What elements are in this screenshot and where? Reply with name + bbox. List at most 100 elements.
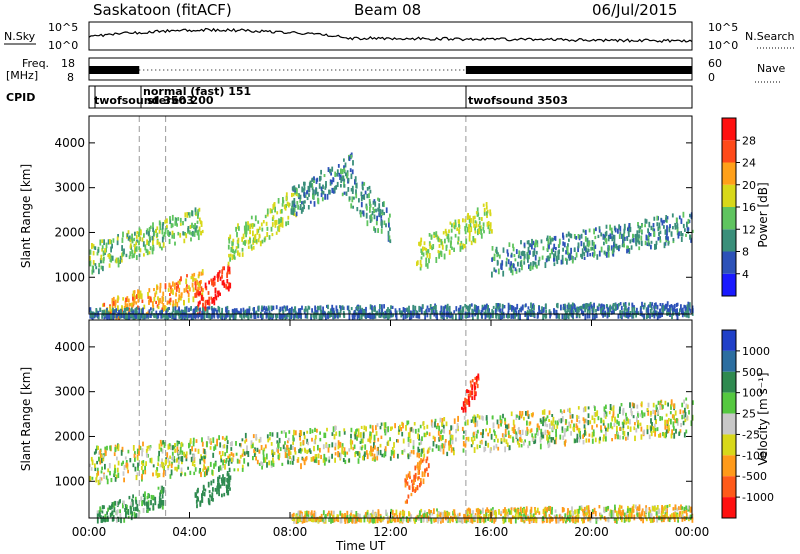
data-cell xyxy=(650,304,653,308)
data-cell xyxy=(158,496,161,502)
data-cell xyxy=(153,296,156,302)
data-cell xyxy=(408,485,411,490)
data-cell xyxy=(389,213,391,218)
data-cell xyxy=(204,466,207,470)
data-cell xyxy=(355,182,358,189)
data-cell xyxy=(94,467,97,472)
data-cell xyxy=(534,242,536,247)
data-cell xyxy=(192,276,194,282)
data-cell xyxy=(455,314,457,320)
data-cell xyxy=(221,311,223,316)
data-cell xyxy=(526,253,529,260)
data-cell xyxy=(161,448,164,454)
data-cell xyxy=(605,427,607,432)
data-cell xyxy=(127,230,130,235)
data-cell xyxy=(679,409,682,415)
data-cell xyxy=(201,229,204,234)
data-cell xyxy=(214,287,217,294)
data-cell xyxy=(472,310,475,315)
data-cell xyxy=(285,432,287,438)
data-cell xyxy=(304,457,307,462)
data-cell xyxy=(193,463,196,468)
data-cell xyxy=(100,470,103,474)
data-cell xyxy=(153,288,155,292)
data-cell xyxy=(103,239,105,246)
data-cell xyxy=(360,438,363,444)
data-cell xyxy=(365,306,367,311)
data-cell xyxy=(233,468,236,472)
data-cell xyxy=(563,409,566,414)
data-cell xyxy=(314,516,317,522)
data-cell xyxy=(173,286,176,290)
data-cell xyxy=(207,436,210,440)
data-cell xyxy=(331,187,334,194)
data-cell xyxy=(204,452,207,458)
data-cell xyxy=(440,239,443,245)
data-cell xyxy=(106,309,108,314)
data-cell xyxy=(311,437,313,442)
data-cell xyxy=(688,517,690,522)
data-cell xyxy=(394,310,397,316)
data-cell xyxy=(341,169,344,175)
data-cell xyxy=(571,256,574,262)
data-cell xyxy=(506,442,509,448)
data-cell xyxy=(689,308,692,313)
data-cell xyxy=(468,230,471,236)
data-cell xyxy=(306,196,309,201)
data-cell xyxy=(530,302,532,309)
data-cell xyxy=(283,314,286,318)
data-cell xyxy=(363,182,366,186)
data-cell xyxy=(604,410,607,414)
data-cell xyxy=(501,305,504,309)
data-cell xyxy=(652,227,654,232)
data-cell xyxy=(517,310,520,314)
data-cell xyxy=(237,240,239,244)
data-cell xyxy=(434,421,436,428)
data-cell xyxy=(651,312,653,318)
data-cell xyxy=(383,220,386,226)
data-cell xyxy=(194,308,197,314)
data-cell xyxy=(519,430,521,435)
data-cell xyxy=(527,314,529,320)
data-cell xyxy=(606,314,609,319)
data-cell xyxy=(542,416,545,422)
data-cell xyxy=(93,314,96,319)
data-cell xyxy=(553,309,556,316)
data-cell xyxy=(535,239,537,245)
data-cell xyxy=(652,223,655,228)
data-cell xyxy=(542,314,544,320)
data-cell xyxy=(303,192,306,198)
data-cell xyxy=(144,465,146,471)
data-cell xyxy=(300,463,302,470)
data-cell xyxy=(679,429,682,433)
data-cell xyxy=(204,301,207,307)
data-cell xyxy=(512,243,514,248)
data-cell xyxy=(270,460,273,466)
data-cell xyxy=(514,307,517,313)
data-cell xyxy=(217,482,219,488)
data-cell xyxy=(154,292,157,298)
data-cell xyxy=(198,226,201,232)
data-cell xyxy=(682,410,685,414)
data-cell xyxy=(203,464,205,470)
data-cell xyxy=(471,384,473,391)
data-cell xyxy=(128,302,131,307)
data-cell xyxy=(591,415,594,421)
data-cell xyxy=(333,314,335,320)
data-cell xyxy=(617,413,619,418)
data-cell xyxy=(558,244,561,248)
data-cell xyxy=(521,429,524,435)
ytick-label: 4000 xyxy=(54,136,85,150)
data-cell xyxy=(91,314,93,320)
data-cell xyxy=(391,305,394,309)
data-cell xyxy=(294,306,297,310)
data-cell xyxy=(211,314,213,319)
data-cell xyxy=(107,507,109,512)
data-cell xyxy=(313,313,316,320)
data-cell xyxy=(599,436,601,441)
data-cell xyxy=(517,428,520,434)
data-cell xyxy=(527,414,530,419)
data-cell xyxy=(527,257,529,263)
data-cell xyxy=(472,215,475,220)
data-cell xyxy=(339,174,342,179)
